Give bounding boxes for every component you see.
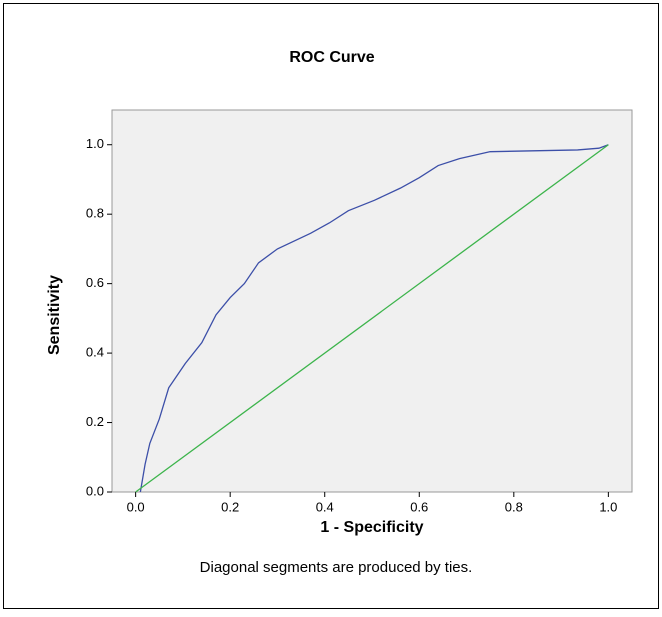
y-tick-label: 0.2 — [86, 414, 104, 429]
footnote: Diagonal segments are produced by ties. — [200, 559, 473, 576]
y-tick-label: 1.0 — [86, 136, 104, 151]
plot-area — [111, 109, 633, 493]
x-axis-title: 1 - Specificity — [320, 519, 423, 536]
x-tick-label: 1.0 — [599, 499, 617, 514]
x-tick-label: 0.4 — [316, 499, 334, 514]
series-line — [139, 144, 609, 493]
x-tick-label: 0.6 — [410, 499, 428, 514]
y-tick-label: 0.6 — [86, 275, 104, 290]
y-tick-label: 0.8 — [86, 206, 104, 221]
x-tick-label: 0.0 — [127, 499, 145, 514]
y-tick-label: 0.4 — [86, 345, 104, 360]
x-tick-label: 0.2 — [221, 499, 239, 514]
x-tick-label: 0.8 — [505, 499, 523, 514]
y-axis-title: Sensitivity — [46, 275, 63, 355]
y-tick-label: 0.0 — [86, 483, 104, 498]
chart-title: ROC Curve — [289, 49, 374, 66]
series-line — [135, 144, 609, 493]
